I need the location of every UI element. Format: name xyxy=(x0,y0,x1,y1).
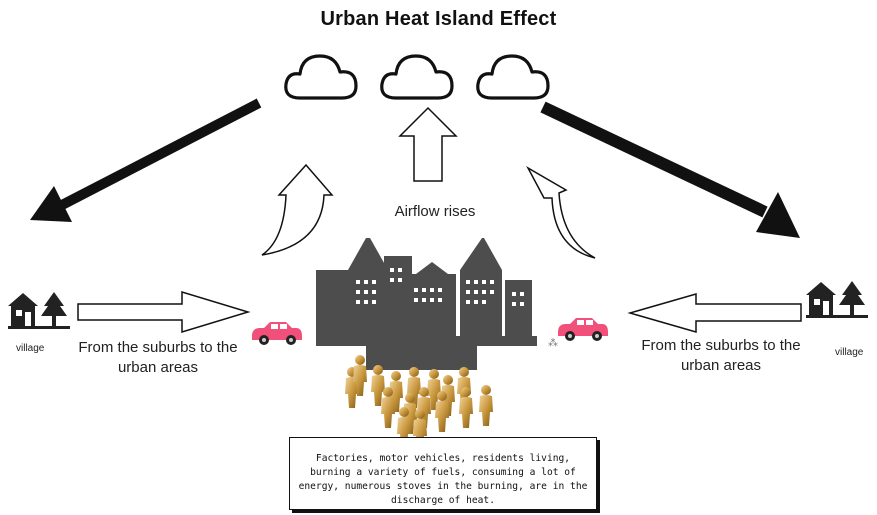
exhaust-icon: ⁂ xyxy=(548,337,558,349)
city-icon xyxy=(316,238,537,370)
right-village-label: village xyxy=(835,347,864,358)
cloud-icon xyxy=(476,54,550,100)
right-curved-arrow xyxy=(526,166,596,259)
left-flow-label: From the suburbs to the urban areas xyxy=(78,339,238,376)
left-curved-arrow xyxy=(261,163,334,256)
right-house-icon xyxy=(806,281,868,318)
airflow-label: Airflow rises xyxy=(394,203,476,220)
left-descending-arrow xyxy=(30,98,262,222)
left-house-icon xyxy=(8,292,70,329)
left-village-label: village xyxy=(16,343,45,354)
right-inflow-arrow xyxy=(627,293,802,333)
diagram-title: Urban Heat Island Effect xyxy=(320,8,557,30)
left-inflow-arrow xyxy=(77,290,251,334)
airflow-up-arrow xyxy=(398,106,458,182)
right-car-icon xyxy=(558,318,608,341)
heat-sources-note: Factories, motor vehicles, residents liv… xyxy=(289,437,597,510)
cloud-icon xyxy=(380,54,454,100)
right-flow-label: From the suburbs to the urban areas xyxy=(641,337,801,374)
cloud-icon xyxy=(284,54,358,100)
right-descending-arrow xyxy=(540,101,800,238)
left-car-icon xyxy=(252,322,302,345)
